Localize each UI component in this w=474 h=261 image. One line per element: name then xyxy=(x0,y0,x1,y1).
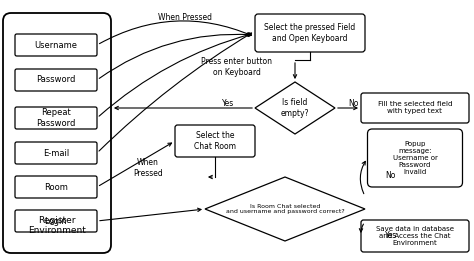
Polygon shape xyxy=(205,177,365,241)
FancyBboxPatch shape xyxy=(15,107,97,129)
Text: No: No xyxy=(348,98,358,108)
FancyBboxPatch shape xyxy=(15,69,97,91)
FancyBboxPatch shape xyxy=(15,176,97,198)
Text: When
Pressed: When Pressed xyxy=(133,158,163,178)
Text: Yes: Yes xyxy=(222,98,234,108)
FancyBboxPatch shape xyxy=(361,220,469,252)
FancyBboxPatch shape xyxy=(361,93,469,123)
Text: When Pressed: When Pressed xyxy=(158,13,212,21)
FancyBboxPatch shape xyxy=(3,13,111,253)
Text: No: No xyxy=(385,171,395,181)
Text: Repeat
Password: Repeat Password xyxy=(36,108,76,128)
Polygon shape xyxy=(255,82,335,134)
Text: Fill the selected field
with typed text: Fill the selected field with typed text xyxy=(378,102,452,115)
Text: Popup
message:
Username or
Password
Invalid: Popup message: Username or Password Inva… xyxy=(392,141,438,175)
Text: Select the pressed Field
and Open Keyboard: Select the pressed Field and Open Keyboa… xyxy=(264,23,356,43)
Text: Password: Password xyxy=(36,75,76,85)
Text: Username: Username xyxy=(35,40,78,50)
FancyBboxPatch shape xyxy=(367,129,463,187)
FancyBboxPatch shape xyxy=(15,142,97,164)
Text: Select the
Chat Room: Select the Chat Room xyxy=(194,131,236,151)
FancyBboxPatch shape xyxy=(15,34,97,56)
Text: Yes: Yes xyxy=(385,232,397,240)
FancyBboxPatch shape xyxy=(175,125,255,157)
Text: E-mail: E-mail xyxy=(43,149,69,157)
FancyBboxPatch shape xyxy=(255,14,365,52)
Text: Room: Room xyxy=(44,182,68,192)
Text: Is Room Chat selected
and username and password correct?: Is Room Chat selected and username and p… xyxy=(226,204,345,214)
Text: Save data in database
and Access the Chat
Environment: Save data in database and Access the Cha… xyxy=(376,226,454,246)
Text: Login: Login xyxy=(45,217,67,226)
Text: Is field
empty?: Is field empty? xyxy=(281,98,309,118)
FancyBboxPatch shape xyxy=(15,210,97,232)
Text: Register
Environment: Register Environment xyxy=(28,216,86,235)
Text: Press enter button
on Keyboard: Press enter button on Keyboard xyxy=(201,57,273,77)
